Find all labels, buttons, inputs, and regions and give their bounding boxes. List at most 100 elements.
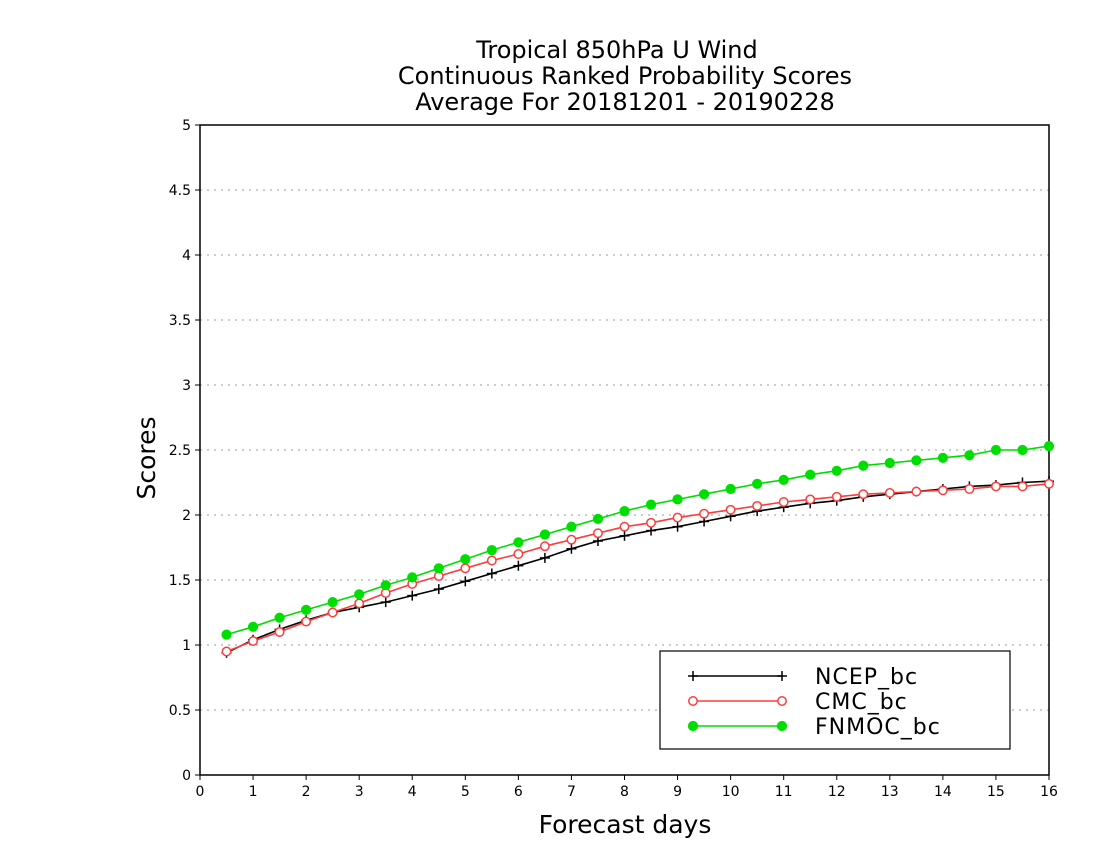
data-point — [831, 465, 842, 476]
legend-marker — [688, 671, 698, 681]
data-point — [274, 612, 285, 623]
data-point — [327, 597, 338, 608]
series-line — [226, 480, 1050, 654]
y-axis: 0 0.5 1 1.5 2 2.5 3 3.5 4 4.5 5 — [169, 118, 200, 784]
data-point — [221, 646, 232, 657]
data-point — [513, 537, 524, 548]
legend-marker — [688, 696, 698, 706]
x-tick-label: 14 — [934, 784, 952, 800]
x-tick-label: 12 — [828, 784, 846, 800]
x-tick-label: 10 — [722, 784, 740, 800]
data-point — [354, 589, 365, 600]
data-point — [619, 521, 630, 532]
series-cmc-bc — [221, 478, 1054, 657]
legend-box — [659, 650, 1011, 750]
x-tick-label: 15 — [987, 784, 1005, 800]
data-point — [407, 572, 418, 583]
legend-label: NCEP_bc — [815, 665, 918, 690]
x-axis: 0 1 2 3 4 5 6 7 8 9 10 11 12 13 14 15 16 — [196, 775, 1058, 800]
chart-title: Tropical 850hPa U Wind Continuous Ranked… — [398, 36, 852, 116]
data-point — [460, 563, 471, 574]
x-tick-label: 7 — [567, 784, 576, 800]
data-point — [460, 576, 471, 587]
y-tick-label: 4.5 — [169, 183, 191, 199]
legend-entry: FNMOC_bc — [687, 715, 941, 740]
data-point — [380, 597, 391, 608]
data-point — [301, 616, 312, 627]
x-tick-label: 8 — [620, 784, 629, 800]
data-point — [778, 497, 789, 507]
data-point — [858, 489, 869, 500]
y-tick-label: 2 — [182, 508, 191, 524]
x-tick-label: 13 — [881, 784, 899, 800]
data-point — [911, 486, 922, 497]
data-point — [248, 636, 259, 647]
x-tick-label: 2 — [302, 784, 311, 800]
data-point — [672, 512, 683, 523]
data-point — [301, 604, 312, 616]
data-point — [380, 580, 391, 591]
data-point — [539, 552, 550, 563]
data-point — [964, 450, 975, 461]
legend-label: FNMOC_bc — [815, 715, 941, 740]
data-point — [672, 521, 683, 532]
legend-marker — [777, 696, 787, 706]
x-tick-label: 0 — [196, 784, 205, 800]
x-tick-label: 3 — [355, 784, 364, 800]
y-tick-label: 1 — [182, 638, 191, 654]
data-point — [513, 560, 524, 571]
title-line-2: Continuous Ranked Probability Scores — [398, 62, 852, 90]
data-point — [1017, 444, 1028, 456]
data-point — [858, 460, 869, 471]
data-point — [247, 621, 259, 632]
data-point — [433, 584, 444, 595]
data-point — [725, 504, 736, 515]
data-point — [911, 455, 922, 466]
data-point — [486, 555, 497, 566]
y-tick-label: 3.5 — [169, 313, 191, 329]
y-tick-label: 0 — [182, 768, 191, 784]
y-tick-label: 1.5 — [169, 573, 191, 589]
data-point — [990, 481, 1001, 492]
x-tick-label: 6 — [514, 784, 523, 800]
data-point — [539, 541, 550, 552]
data-point — [513, 549, 524, 559]
data-point — [937, 485, 948, 496]
data-point — [593, 528, 603, 539]
x-tick-label: 1 — [249, 784, 258, 800]
data-point — [460, 554, 471, 565]
y-tick-label: 2.5 — [169, 443, 191, 459]
y-tick-label: 4 — [182, 248, 191, 264]
grid-lines — [200, 124, 1049, 711]
data-point — [698, 489, 710, 500]
data-point — [486, 545, 497, 556]
data-point — [645, 499, 657, 510]
data-point — [646, 517, 656, 528]
data-point — [805, 494, 816, 505]
data-point — [1043, 441, 1055, 452]
data-point — [884, 487, 895, 498]
data-point — [354, 598, 365, 609]
data-point — [990, 444, 1002, 456]
data-point — [884, 457, 895, 469]
legend-entry: CMC_bc — [688, 690, 907, 715]
series-ncep-bc — [221, 476, 1054, 658]
data-point — [566, 534, 577, 545]
legend-marker — [777, 671, 787, 681]
legend-entry: NCEP_bc — [688, 665, 918, 690]
data-point — [752, 500, 763, 511]
data-point — [937, 452, 948, 463]
data-point — [566, 521, 577, 532]
series-fnmoc-bc — [221, 441, 1055, 640]
data-point — [274, 627, 285, 637]
data-point — [433, 563, 444, 574]
data-point — [1044, 478, 1054, 489]
x-tick-label: 16 — [1040, 784, 1058, 800]
data-point — [752, 478, 763, 489]
legend-marker — [687, 720, 699, 732]
data-point — [221, 629, 232, 640]
x-tick-label: 11 — [775, 784, 793, 800]
data-point — [486, 568, 497, 579]
